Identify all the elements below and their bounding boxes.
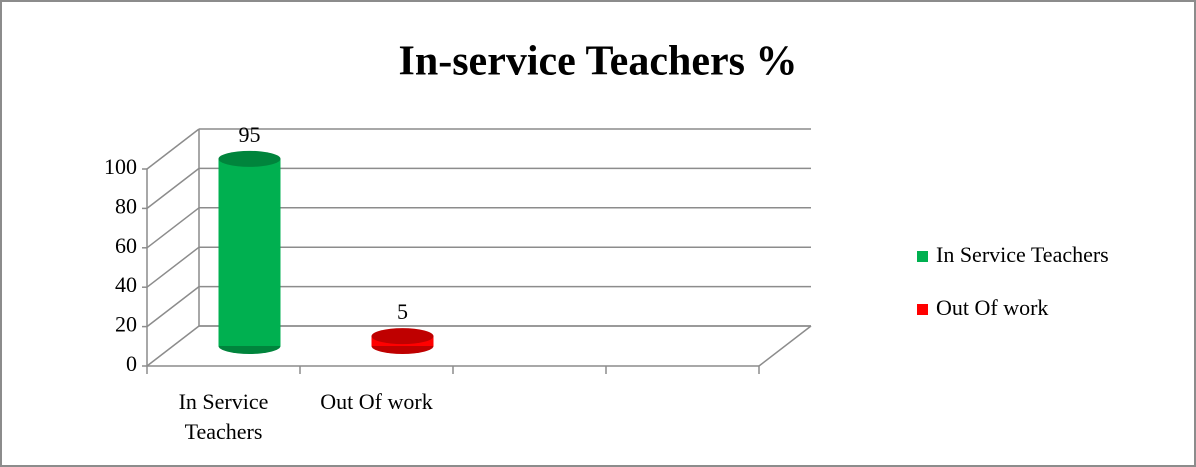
y-tick-label: 80 — [115, 193, 137, 218]
legend-swatch — [917, 304, 928, 315]
y-tick-label: 40 — [115, 272, 137, 297]
legend-label: In Service Teachers — [936, 242, 1109, 267]
bar-top — [218, 150, 281, 167]
grid-side-line — [146, 207, 200, 249]
chart-title: In-service Teachers % — [399, 39, 798, 85]
x-tick-label: Out Of work — [320, 389, 432, 414]
bar-top — [371, 328, 434, 345]
grid-side-line — [146, 325, 200, 367]
data-label: 95 — [239, 122, 261, 147]
grid-side-line — [146, 246, 200, 288]
y-tick-label: 0 — [126, 351, 137, 376]
data-label: 5 — [397, 299, 408, 324]
y-tick-label: 100 — [104, 154, 137, 179]
grid-side-line — [146, 167, 200, 209]
bar — [218, 158, 281, 346]
x-tick-label: In Service Teachers — [179, 389, 269, 444]
grid-side-line — [146, 286, 200, 328]
grid-side-line — [146, 128, 200, 170]
legend-swatch — [917, 251, 928, 262]
floor-side-edge — [758, 325, 812, 367]
legend-label: Out Of work — [936, 295, 1048, 320]
y-tick-label: 60 — [115, 233, 137, 258]
y-tick-label: 20 — [115, 312, 137, 337]
